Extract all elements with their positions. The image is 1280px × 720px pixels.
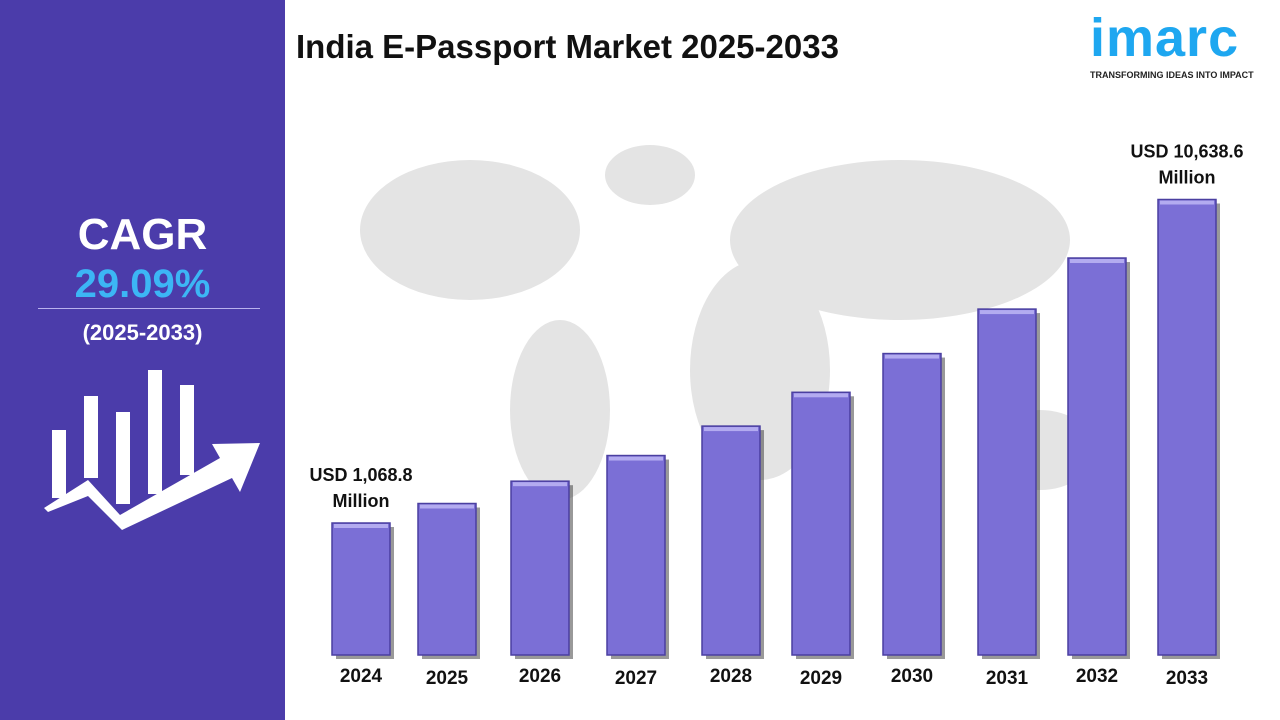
bar-highlight	[513, 482, 567, 487]
year-label: 2030	[891, 666, 933, 687]
year-label: 2025	[426, 668, 469, 689]
year-label: 2027	[615, 668, 657, 689]
chart-title: India E-Passport Market 2025-2033	[296, 28, 839, 65]
logo-tagline: TRANSFORMING IDEAS INTO IMPACT	[1090, 70, 1254, 80]
bar-highlight	[609, 456, 663, 461]
bar-highlight	[420, 504, 474, 509]
value-unit-label: Million	[333, 491, 390, 511]
year-label: 2029	[800, 668, 842, 689]
value-label: USD 1,068.8	[309, 465, 412, 485]
imarc-logo: imarc TRANSFORMING IDEAS INTO IMPACT	[1090, 8, 1270, 80]
cagr-value: 29.09%	[74, 262, 211, 306]
cagr-panel: CAGR 29.09% (2025-2033)	[0, 0, 285, 720]
year-label: 2033	[1166, 668, 1208, 689]
bar-2028	[701, 425, 761, 656]
bar-highlight	[704, 427, 758, 432]
year-label: 2026	[519, 666, 561, 687]
bar-highlight	[980, 310, 1034, 315]
divider	[38, 308, 260, 309]
year-label: 2032	[1076, 666, 1118, 687]
bar-highlight	[885, 354, 939, 359]
bar-2031	[977, 308, 1037, 656]
bar-2025	[417, 502, 477, 656]
bar-2032	[1067, 257, 1127, 656]
bar-highlight	[1070, 259, 1124, 264]
bar-2033	[1157, 198, 1217, 656]
year-label: 2031	[986, 668, 1029, 689]
growth-chart-icon	[44, 370, 260, 530]
cagr-period: (2025-2033)	[82, 320, 203, 345]
world-map-background	[360, 145, 1095, 500]
bar-highlight	[794, 393, 848, 398]
value-label: USD 10,638.6	[1130, 141, 1243, 161]
bar-highlight	[334, 524, 388, 528]
bar-highlight	[1160, 200, 1214, 205]
bar-2026	[510, 480, 570, 656]
bar-2030	[882, 352, 942, 656]
logo-word: imarc	[1090, 8, 1240, 68]
cagr-label: CAGR	[77, 210, 208, 259]
year-label: 2024	[340, 666, 383, 687]
value-unit-label: Million	[1159, 167, 1216, 187]
bar-2029	[791, 391, 851, 656]
bar-2027	[606, 454, 666, 656]
bar-2024	[331, 522, 391, 656]
year-label: 2028	[710, 666, 752, 687]
